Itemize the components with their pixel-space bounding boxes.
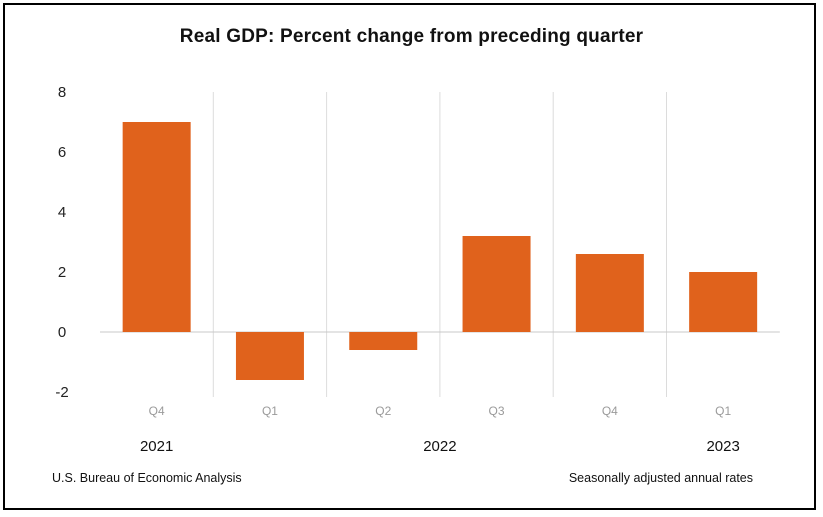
y-tick-label: 2	[58, 264, 66, 281]
bar	[575, 254, 644, 332]
bar	[462, 236, 531, 332]
y-tick-label: 4	[58, 204, 66, 221]
bar	[235, 332, 304, 380]
quarter-label: Q4	[149, 404, 165, 418]
bar	[689, 272, 758, 332]
source-note: U.S. Bureau of Economic Analysis	[52, 471, 242, 485]
bar	[122, 122, 191, 332]
quarter-label: Q4	[602, 404, 618, 418]
chart-title: Real GDP: Percent change from preceding …	[179, 26, 644, 47]
year-label: 2023	[706, 438, 739, 455]
rate-note: Seasonally adjusted annual rates	[568, 471, 753, 485]
quarter-label: Q1	[715, 404, 731, 418]
quarter-label: Q2	[375, 404, 391, 418]
year-label: 2022	[423, 438, 456, 455]
y-tick-label: 8	[58, 84, 66, 101]
quarter-label: Q1	[262, 404, 278, 418]
bar	[349, 332, 418, 350]
year-label: 2021	[140, 438, 173, 455]
y-tick-label: -2	[55, 384, 68, 401]
y-tick-label: 6	[58, 144, 66, 161]
y-tick-label: 0	[58, 324, 66, 341]
quarter-label: Q3	[489, 404, 505, 418]
